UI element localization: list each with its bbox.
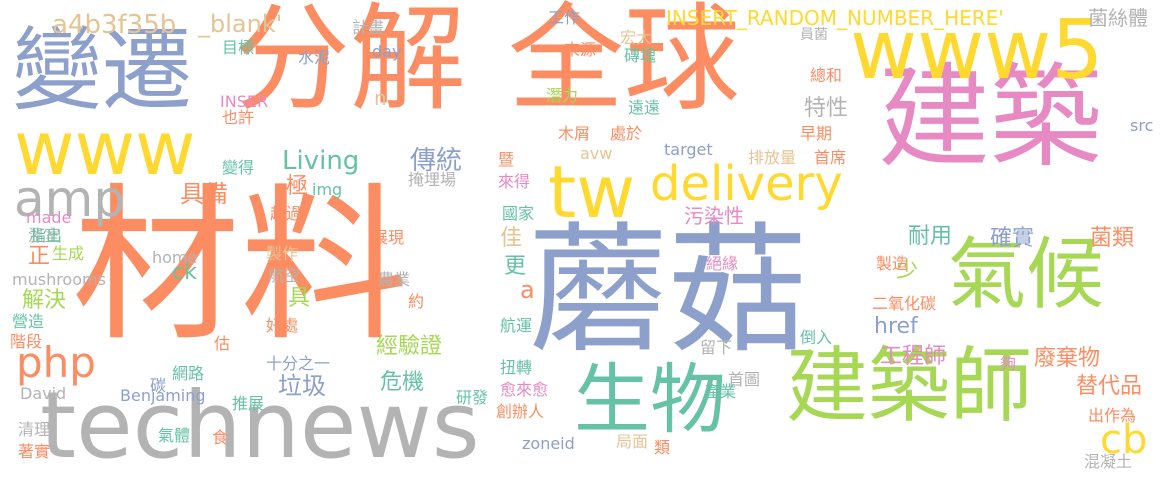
cloud-word: 正 — [28, 246, 50, 268]
cloud-word: 耐用 — [908, 226, 952, 248]
cloud-word: 指出 — [30, 228, 62, 244]
cloud-word: n — [374, 88, 387, 108]
cloud-word: href — [874, 316, 918, 338]
cloud-word: 總和 — [810, 68, 842, 84]
cloud-word: 暨 — [498, 152, 514, 168]
cloud-word: 極 — [286, 176, 308, 198]
cloud-word: 國家 — [502, 206, 534, 222]
cloud-word: 二氧化碳 — [872, 296, 936, 312]
cloud-word: 農業 — [378, 272, 410, 288]
cloud-word: 好處 — [266, 318, 298, 334]
cloud-word: 也許 — [222, 110, 254, 126]
cloud-word: target — [664, 142, 713, 158]
cloud-word: 氣體 — [158, 428, 190, 444]
cloud-word: 處於 — [610, 126, 642, 142]
cloud-word: zoneid — [522, 436, 575, 452]
cloud-word: 掩埋場 — [408, 172, 456, 188]
cloud-word: 工程師 — [880, 346, 946, 368]
cloud-word: 超過 — [270, 206, 302, 222]
cloud-word: 特性 — [804, 98, 848, 120]
cloud-word: 工作 — [548, 10, 580, 26]
cloud-word: src — [1130, 118, 1153, 134]
cloud-word: 具備 — [180, 182, 228, 206]
cloud-word: 扭轉 — [500, 360, 532, 376]
cloud-word: 遠遠 — [628, 100, 660, 116]
cloud-word: 出作為 — [1088, 408, 1136, 424]
cloud-word: 估 — [214, 336, 230, 352]
cloud-word: 混凝土 — [1084, 454, 1132, 470]
cloud-word: 階段 — [10, 334, 42, 350]
cloud-word: 廢棄物 — [1034, 348, 1100, 370]
cloud-word: 計畫 — [352, 20, 384, 36]
cloud-word: 展現 — [372, 230, 404, 246]
cloud-word: 污染性 — [684, 206, 744, 226]
cloud-word: INSERT_RANDOM_NUMBER_HERE' — [666, 8, 1004, 28]
cloud-word: 來得 — [498, 174, 530, 190]
cloud-word: 蘑菇 — [528, 222, 808, 362]
cloud-word: 垃圾 — [278, 374, 326, 398]
cloud-word: 解決 — [22, 290, 66, 312]
cloud-word: 目標 — [222, 40, 254, 56]
cloud-word: 航空 — [268, 268, 300, 284]
cloud-word: mushrooms — [12, 272, 106, 288]
cloud-word: 製作 — [266, 246, 298, 262]
cloud-word: 木屑 — [558, 126, 590, 142]
cloud-word: 愈來愈 — [500, 382, 548, 398]
cloud-word: 局面 — [616, 434, 648, 450]
cloud-word: Living — [282, 148, 359, 174]
cloud-word: 磚塊 — [624, 48, 656, 64]
cloud-word: 排放量 — [748, 150, 796, 166]
cloud-word: 來源 — [564, 42, 596, 58]
cloud-word: 菌類 — [1090, 228, 1134, 250]
cloud-word: 食 — [212, 430, 228, 446]
cloud-word: 著實 — [18, 444, 50, 460]
cloud-word: tw — [548, 156, 635, 228]
cloud-word: 菌絲體 — [1088, 8, 1148, 28]
cloud-word: delivery — [650, 160, 843, 208]
cloud-word: 水泥 — [298, 50, 330, 66]
cloud-word: 營造 — [12, 314, 44, 330]
cloud-word: 清理 — [18, 422, 50, 438]
cloud-word: 網路 — [172, 366, 204, 382]
cloud-word: 危機 — [380, 372, 424, 394]
cloud-word: 十分之一 — [266, 356, 330, 372]
cloud-word: 潛力 — [546, 88, 578, 104]
cloud-word: 約 — [408, 294, 424, 310]
cloud-word: 確實 — [990, 228, 1034, 250]
cloud-word: 變得 — [222, 160, 254, 176]
cloud-word: 夠 — [1000, 356, 1016, 372]
cloud-word: 研發 — [456, 390, 488, 406]
cloud-word: 類 — [654, 440, 670, 456]
cloud-word: avw — [580, 146, 612, 162]
cloud-word: 絕緣 — [706, 256, 738, 272]
cloud-word: 更 — [504, 256, 526, 278]
cloud-word: ck — [172, 262, 197, 284]
cloud-word: 經驗證 — [376, 336, 442, 358]
cloud-word: img — [312, 182, 342, 198]
cloud-word: 佳 — [500, 228, 522, 250]
cloud-word: 員菌 — [800, 28, 828, 42]
cloud-word: Benjaming — [120, 388, 206, 404]
cloud-word: _blank' — [198, 12, 282, 36]
cloud-word: 宏大 — [620, 30, 652, 46]
cloud-word: 早期 — [800, 126, 832, 142]
cloud-word: made — [26, 210, 71, 226]
cloud-word: 倒入 — [800, 330, 832, 346]
cloud-word: 推展 — [232, 396, 264, 412]
cloud-word: 製造 — [876, 256, 908, 272]
cloud-word: 留下 — [700, 340, 732, 356]
cloud-word: 首席 — [814, 150, 846, 166]
cloud-word: day — [372, 44, 401, 60]
cloud-word: David — [20, 386, 66, 402]
cloud-word: 產業 — [704, 384, 736, 400]
cloud-word: 創辦人 — [496, 404, 544, 420]
cloud-word: 生成 — [52, 246, 84, 262]
cloud-word: a — [520, 278, 535, 302]
cloud-word: 替代品 — [1076, 376, 1142, 398]
cloud-word: 航運 — [500, 318, 532, 334]
cloud-word: a4b3f35b — [52, 12, 176, 38]
cloud-word: 具 — [288, 288, 310, 310]
